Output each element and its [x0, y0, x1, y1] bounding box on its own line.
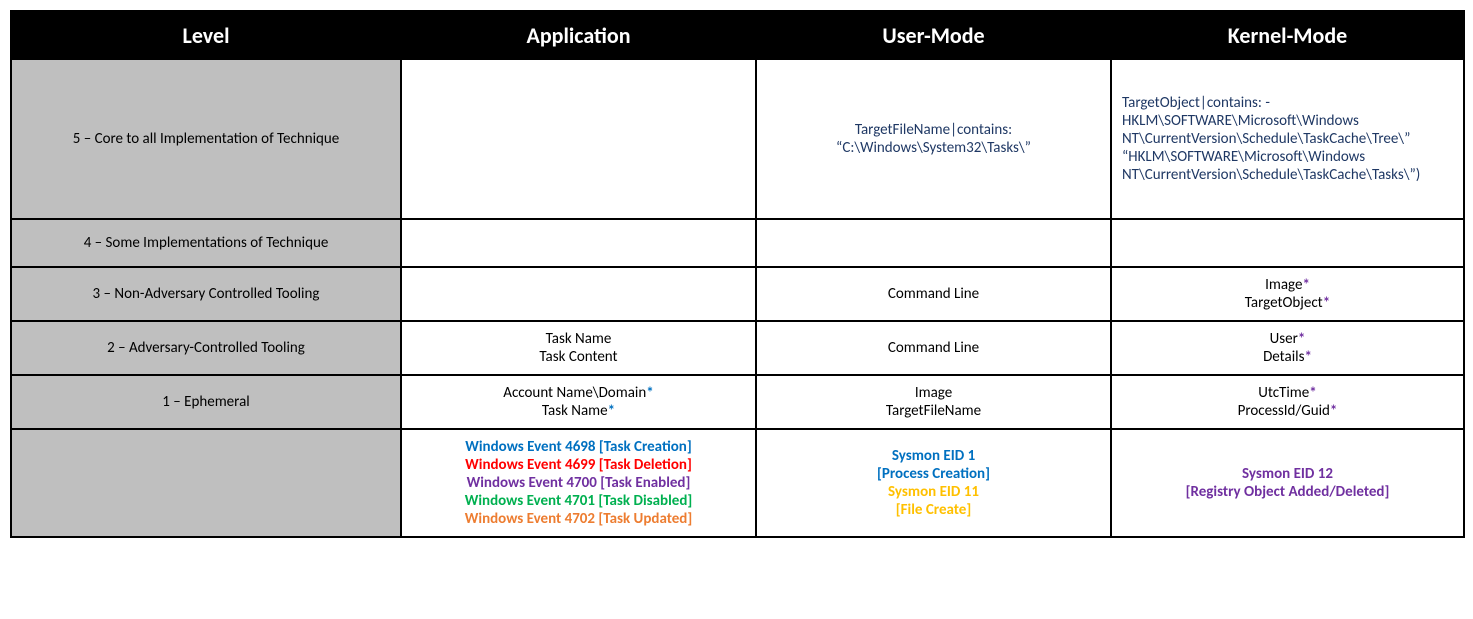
level-4-user-mode — [756, 219, 1111, 267]
row-footer: Windows Event 4698 [Task Creation] Windo… — [11, 429, 1464, 537]
app2-taskname: Task Name — [546, 330, 612, 348]
level-4-kernel-mode — [1111, 219, 1464, 267]
app1-accountname-star: * — [646, 384, 653, 402]
level-5-application — [401, 59, 756, 219]
level-1-user-mode: Image TargetFileName — [756, 375, 1111, 429]
event-4700: Windows Event 4700 [Task Enabled] — [412, 474, 745, 492]
km1-utctime: UtcTime — [1258, 384, 1309, 402]
km3-image: Image — [1265, 276, 1302, 294]
km2-user-star: * — [1298, 330, 1305, 348]
event-4702: Windows Event 4702 [Task Updated] — [412, 510, 745, 528]
footer-application: Windows Event 4698 [Task Creation] Windo… — [401, 429, 756, 537]
level-5-kernel-mode: TargetObject|contains: - HKLM\SOFTWARE\M… — [1111, 59, 1464, 219]
row-level-5: 5 – Core to all Implementation of Techni… — [11, 59, 1464, 219]
km3-targetobject: TargetObject — [1245, 294, 1323, 312]
sysmon-eid1-desc: [Process Creation] — [767, 465, 1100, 483]
event-4701: Windows Event 4701 [Task Disabled] — [412, 492, 745, 510]
level-2-kernel-mode: User* Details* — [1111, 321, 1464, 375]
footer-level — [11, 429, 401, 537]
um1-image: Image — [915, 384, 952, 402]
row-level-2: 2 – Adversary-Controlled Tooling Task Na… — [11, 321, 1464, 375]
app2-taskcontent: Task Content — [539, 348, 617, 366]
row-level-1: 1 – Ephemeral Account Name\Domain* Task … — [11, 375, 1464, 429]
level-3-kernel-mode: Image* TargetObject* — [1111, 267, 1464, 321]
sysmon-eid12-desc: [Registry Object Added/Deleted] — [1122, 483, 1453, 501]
level-2-application: Task Name Task Content — [401, 321, 756, 375]
sysmon-eid11-desc: [File Create] — [767, 501, 1100, 519]
level-1-application: Account Name\Domain* Task Name* — [401, 375, 756, 429]
event-4699: Windows Event 4699 [Task Deletion] — [412, 456, 745, 474]
row-level-4: 4 – Some Implementations of Technique — [11, 219, 1464, 267]
app1-taskname: Task Name — [542, 402, 608, 420]
row-level-3: 3 – Non-Adversary Controlled Tooling Com… — [11, 267, 1464, 321]
level-1-kernel-mode: UtcTime* ProcessId/Guid* — [1111, 375, 1464, 429]
event-4698: Windows Event 4698 [Task Creation] — [412, 438, 745, 456]
footer-kernel-mode: Sysmon EID 12 [Registry Object Added/Del… — [1111, 429, 1464, 537]
detection-table: Level Application User-Mode Kernel-Mode … — [10, 10, 1465, 538]
km1-utctime-star: * — [1309, 384, 1316, 402]
header-user-mode: User-Mode — [756, 11, 1111, 59]
header-level: Level — [11, 11, 401, 59]
level-4-application — [401, 219, 756, 267]
header-row: Level Application User-Mode Kernel-Mode — [11, 11, 1464, 59]
km1-processid: ProcessId/Guid — [1238, 402, 1330, 420]
level-2-user-mode: Command Line — [756, 321, 1111, 375]
level-3-application — [401, 267, 756, 321]
header-application: Application — [401, 11, 756, 59]
km3-image-star: * — [1302, 276, 1309, 294]
level-5-label: 5 – Core to all Implementation of Techni… — [11, 59, 401, 219]
sysmon-eid1: Sysmon EID 1 — [767, 447, 1100, 465]
app1-accountname: Account Name\Domain — [503, 384, 646, 402]
level-3-user-mode: Command Line — [756, 267, 1111, 321]
km3-targetobject-star: * — [1323, 294, 1330, 312]
app1-taskname-star: * — [608, 402, 615, 420]
level-1-label: 1 – Ephemeral — [11, 375, 401, 429]
um1-targetfilename: TargetFileName — [886, 402, 981, 420]
level-2-label: 2 – Adversary-Controlled Tooling — [11, 321, 401, 375]
header-kernel-mode: Kernel-Mode — [1111, 11, 1464, 59]
km2-user: User — [1270, 330, 1298, 348]
level-5-user-mode: TargetFileName|contains: “C:\Windows\Sys… — [756, 59, 1111, 219]
footer-user-mode: Sysmon EID 1 [Process Creation] Sysmon E… — [756, 429, 1111, 537]
km1-processid-star: * — [1330, 402, 1337, 420]
sysmon-eid12: Sysmon EID 12 — [1122, 465, 1453, 483]
sysmon-eid11: Sysmon EID 11 — [767, 483, 1100, 501]
km2-details-star: * — [1304, 348, 1311, 366]
level-4-label: 4 – Some Implementations of Technique — [11, 219, 401, 267]
km2-details: Details — [1263, 348, 1304, 366]
level-3-label: 3 – Non-Adversary Controlled Tooling — [11, 267, 401, 321]
